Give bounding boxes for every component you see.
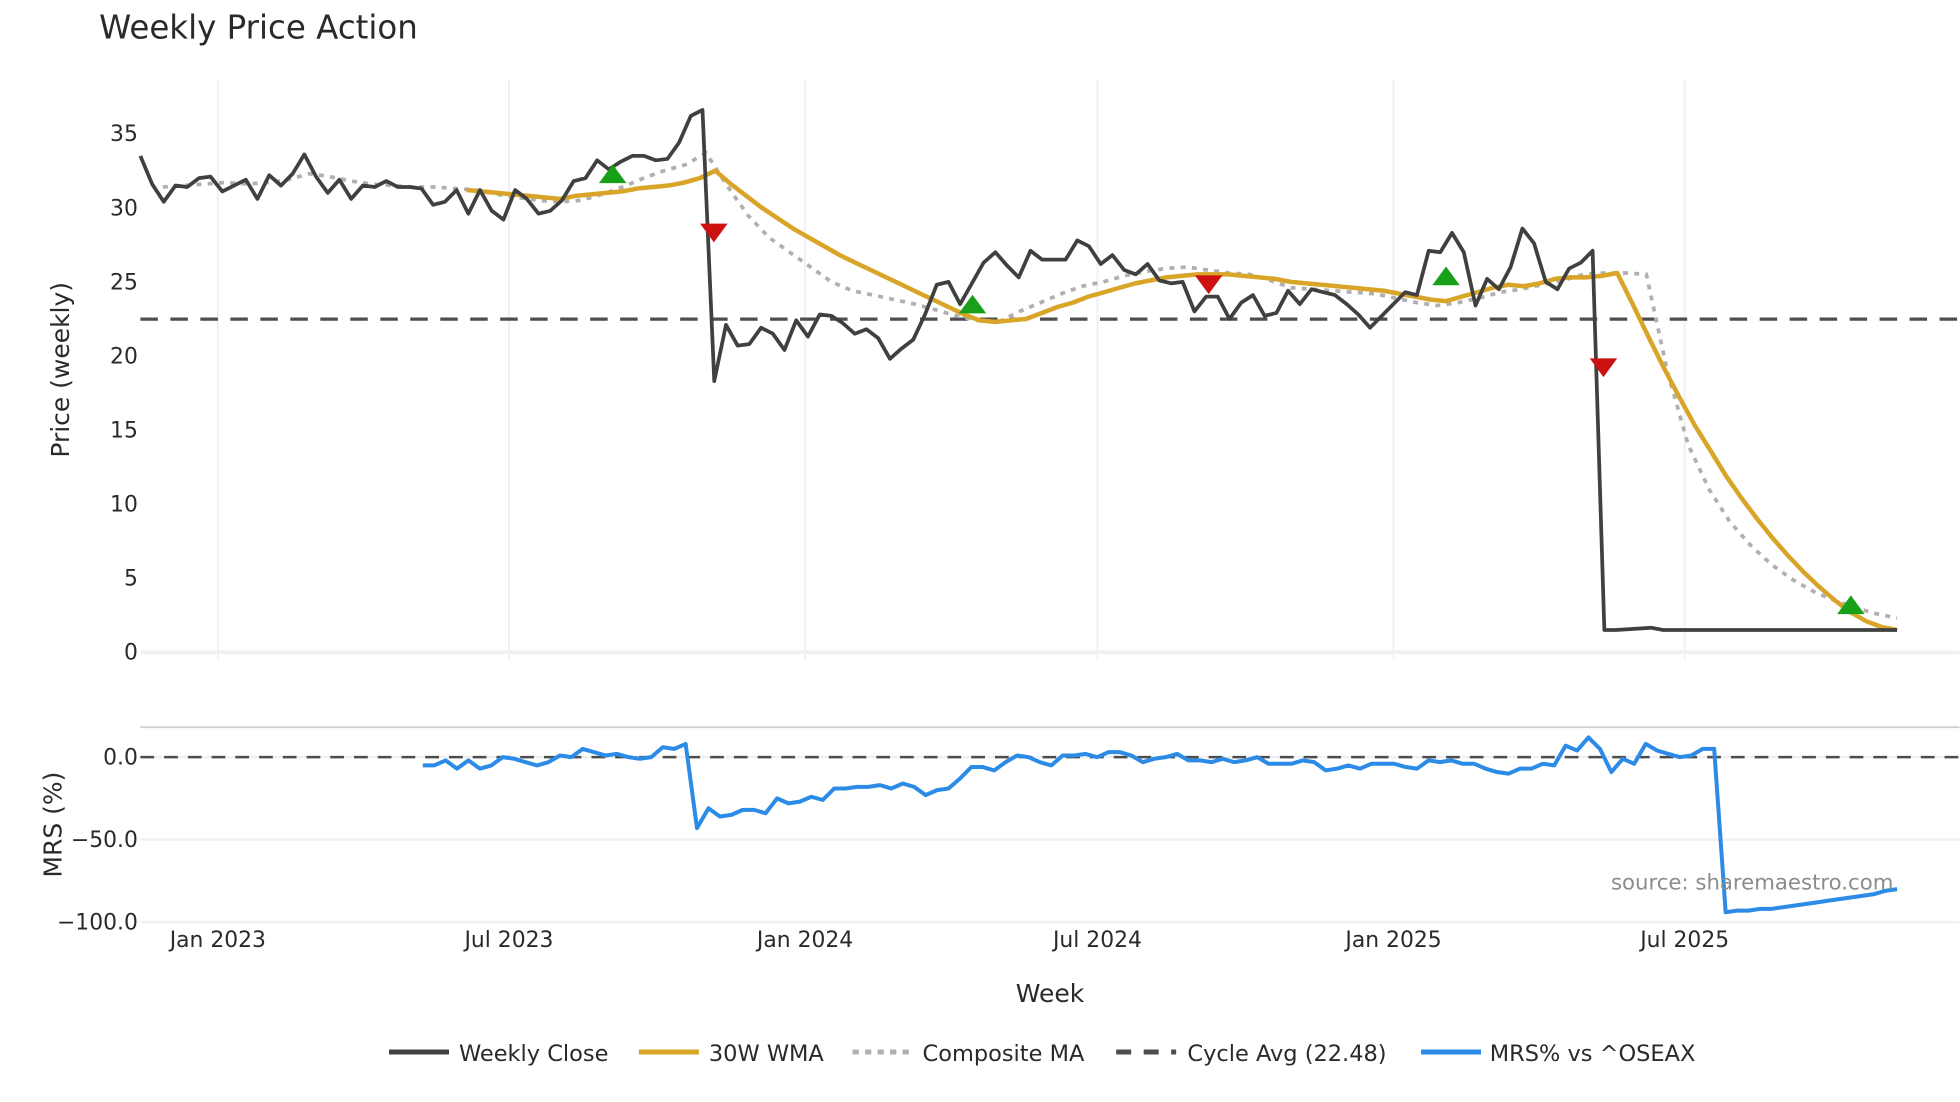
mrs-line — [422, 735, 1898, 915]
wma-30w-line — [466, 168, 1898, 633]
legend-item[interactable]: 30W WMA — [638, 1041, 825, 1067]
mrs-y-tick: −100.0 — [57, 911, 138, 936]
price-y-tick: 20 — [110, 344, 138, 369]
x-tick: Jul 2024 — [1051, 928, 1142, 953]
buy-signal-triangle-up-icon — [1432, 266, 1460, 286]
x-axis-title: Week — [1016, 979, 1085, 1008]
x-tick: Jan 2024 — [755, 928, 853, 953]
x-axis-ticks: Jan 2023 Jul 2023 Jan 2024 Jul 2024 Jan 2025… — [168, 928, 1729, 953]
buy-signal-triangle-up-icon — [958, 294, 987, 314]
buy-signal-triangle-up-icon — [598, 164, 627, 184]
price-y-tick: 30 — [110, 196, 138, 221]
legend-label: 30W WMA — [709, 1041, 825, 1067]
legend-label: Composite MA — [923, 1041, 1085, 1067]
signal-markers — [598, 164, 1865, 615]
sell-signal-triangle-down-icon — [1589, 358, 1618, 378]
weekly-close-line — [138, 108, 1898, 632]
chart-title: Weekly Price Action — [99, 9, 418, 47]
price-y-tick: 0 — [124, 641, 138, 666]
legend-item[interactable]: Weekly Close — [389, 1041, 608, 1067]
mrs-panel-grid — [140, 755, 1960, 924]
mrs-y-axis-title: MRS (%) — [39, 772, 68, 878]
legend: Weekly Close 30W WMA Composite MA Cycle Avg… — [389, 1041, 1695, 1067]
price-y-axis-title: Price (weekly) — [46, 282, 75, 458]
legend-item[interactable]: Cycle Avg (22.48) — [1116, 1041, 1387, 1067]
price-y-tick: 10 — [110, 493, 138, 518]
legend-item[interactable]: Composite MA — [852, 1041, 1085, 1067]
price-y-tick: 15 — [110, 418, 138, 443]
x-tick: Jan 2023 — [168, 928, 266, 953]
mrs-y-tick: 0.0 — [103, 746, 138, 771]
price-y-axis-ticks: 35 30 25 20 15 10 5 0 — [110, 122, 138, 666]
price-y-tick: 25 — [110, 270, 138, 295]
sell-signal-triangle-down-icon — [1194, 275, 1223, 295]
sell-signal-triangle-down-icon — [700, 223, 728, 243]
x-tick: Jul 2023 — [462, 928, 553, 953]
x-tick: Jul 2025 — [1638, 928, 1729, 953]
buy-signal-triangle-up-icon — [1837, 595, 1865, 615]
price-panel-grid — [140, 79, 1960, 660]
mrs-y-axis-ticks: 0.0 −50.0 −100.0 — [57, 746, 138, 936]
price-y-tick: 5 — [124, 567, 138, 592]
legend-label: MRS% vs ^OSEAX — [1490, 1041, 1696, 1067]
legend-label: Weekly Close — [459, 1041, 608, 1067]
mrs-y-tick: −50.0 — [71, 828, 138, 853]
price-y-tick: 35 — [110, 122, 138, 147]
legend-label: Cycle Avg (22.48) — [1187, 1041, 1386, 1067]
legend-item[interactable]: MRS% vs ^OSEAX — [1421, 1041, 1695, 1067]
composite-ma-line — [162, 150, 1898, 620]
x-tick: Jan 2025 — [1343, 928, 1441, 953]
source-annotation: source: sharemaestro.com — [1611, 871, 1893, 896]
